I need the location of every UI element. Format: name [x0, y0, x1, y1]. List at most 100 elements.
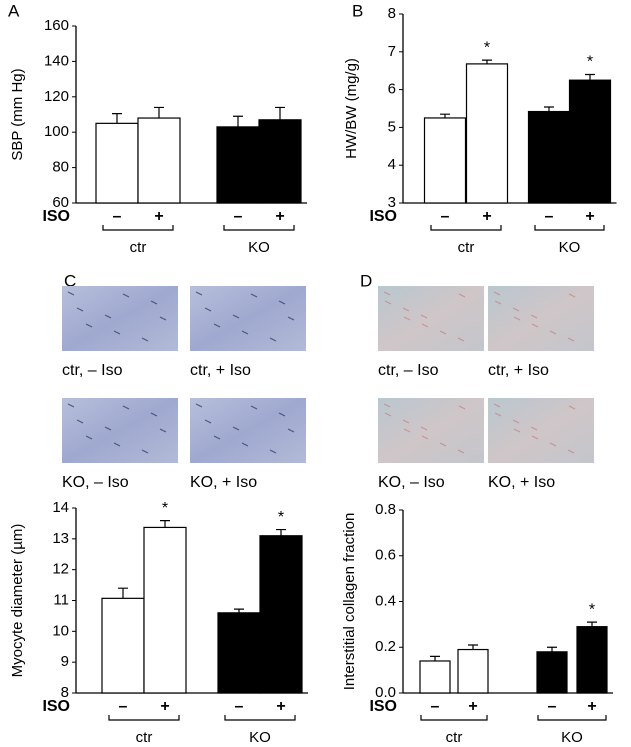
micrograph	[378, 286, 484, 351]
iso-sign: –	[545, 208, 554, 225]
micrograph-texture	[494, 300, 502, 305]
bar	[259, 535, 303, 694]
micrograph-texture	[549, 442, 557, 447]
iso-label: ISO	[42, 208, 70, 225]
micrograph-texture	[67, 291, 75, 296]
micrograph-caption: KO, – Iso	[62, 474, 129, 491]
error-bar	[482, 59, 492, 64]
bar	[576, 626, 608, 694]
iso-label: ISO	[42, 698, 70, 715]
micrograph-texture	[141, 337, 149, 342]
micrograph-texture	[113, 442, 121, 447]
error-bar	[587, 621, 597, 627]
micrograph-texture	[420, 426, 428, 431]
micrograph-texture	[122, 293, 130, 298]
micrograph-texture	[402, 419, 410, 424]
bar	[527, 110, 571, 204]
bar	[568, 79, 612, 204]
y-tick-label: 0.0	[375, 684, 396, 701]
bar	[101, 597, 145, 694]
y-tick-label: 80	[52, 159, 69, 176]
micrograph	[488, 398, 594, 463]
micrograph-texture	[269, 449, 277, 454]
micrograph-texture	[159, 428, 167, 433]
y-tick-label: 160	[44, 17, 69, 34]
iso-sign: +	[276, 698, 285, 715]
iso-sign: –	[234, 208, 243, 225]
micrograph-texture	[531, 323, 539, 328]
micrograph-caption: KO, – Iso	[378, 474, 445, 491]
y-tick-label: 0.8	[375, 501, 396, 518]
group-label: KO	[561, 729, 583, 746]
error-bar	[112, 113, 122, 124]
micrograph-texture	[204, 419, 212, 424]
group-label: KO	[559, 239, 581, 256]
micrograph-texture	[159, 316, 167, 321]
bar	[137, 117, 181, 204]
micrograph-texture	[85, 323, 93, 328]
group-label: ctr	[446, 729, 463, 746]
panel-letter: B	[352, 1, 363, 20]
group-label: ctr	[130, 239, 147, 256]
y-tick-label: 4	[388, 156, 396, 173]
y-tick-label: 120	[44, 88, 69, 105]
error-bar	[276, 528, 286, 536]
micrograph-texture	[85, 435, 93, 440]
micrograph-texture	[213, 323, 221, 328]
micrograph-texture	[241, 442, 249, 447]
panel-letter: A	[8, 1, 20, 20]
micrograph-texture	[513, 316, 521, 321]
iso-sign: +	[482, 208, 491, 225]
y-tick-label: 13	[52, 530, 69, 547]
y-tick-label: 14	[52, 499, 69, 516]
iso-sign: +	[468, 698, 477, 715]
y-tick-label: 7	[388, 43, 396, 60]
micrograph-texture	[150, 300, 158, 305]
micrograph-texture	[383, 291, 391, 296]
micrograph-texture	[494, 412, 502, 417]
group-bracket	[108, 715, 180, 721]
bar	[143, 526, 187, 694]
iso-sign: +	[585, 208, 594, 225]
iso-sign: +	[154, 208, 163, 225]
micrograph-caption: ctr, – Iso	[62, 362, 123, 379]
micrograph-texture	[458, 293, 466, 298]
error-bar	[585, 73, 595, 81]
error-bar	[547, 646, 557, 652]
micrograph-texture	[439, 442, 447, 447]
error-bar	[160, 520, 170, 528]
significance: *	[589, 601, 595, 618]
iso-sign: +	[160, 698, 169, 715]
micrograph-texture	[567, 449, 575, 454]
micrograph-texture	[241, 330, 249, 335]
bar	[465, 63, 509, 204]
micrograph-texture	[250, 405, 258, 410]
micrograph-texture	[287, 428, 295, 433]
bar	[423, 117, 467, 204]
iso-sign: –	[235, 698, 244, 715]
bar	[457, 648, 489, 694]
micrograph-texture	[278, 412, 286, 417]
bar	[216, 126, 260, 204]
micrograph-texture	[383, 403, 391, 408]
y-tick-label: 8	[61, 684, 69, 701]
panel-letter: D	[360, 271, 372, 290]
group-bracket	[534, 225, 605, 231]
y-tick-label: 0.6	[375, 547, 396, 564]
error-bar	[234, 608, 244, 613]
micrograph-caption: ctr, – Iso	[378, 362, 439, 379]
micrograph-texture	[530, 314, 538, 319]
micrograph-texture	[195, 403, 203, 408]
micrograph-texture	[512, 307, 520, 312]
iso-label: ISO	[369, 698, 397, 715]
micrograph	[488, 286, 594, 351]
iso-sign: +	[275, 208, 284, 225]
y-axis-label: Interstitial collagen fraction	[341, 513, 358, 691]
bar	[217, 612, 261, 694]
group-bracket	[537, 715, 607, 721]
micrograph-caption: KO, + Iso	[190, 474, 257, 491]
micrograph-texture	[403, 316, 411, 321]
micrograph-texture	[421, 323, 429, 328]
error-bar	[154, 106, 164, 119]
micrograph-texture	[568, 405, 576, 410]
